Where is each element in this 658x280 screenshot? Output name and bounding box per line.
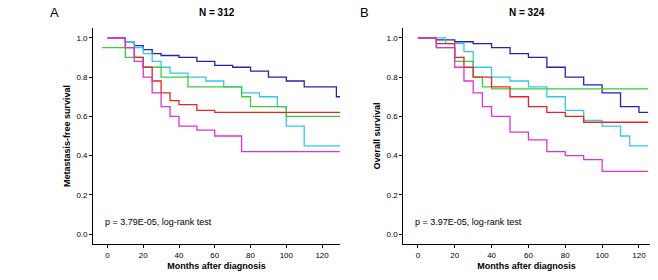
svg-text:A: A: [50, 5, 59, 20]
svg-text:Months after diagnosis: Months after diagnosis: [477, 261, 576, 271]
svg-text:80: 80: [246, 251, 255, 260]
svg-text:0.2: 0.2: [386, 191, 398, 200]
svg-text:20: 20: [139, 251, 148, 260]
svg-text:100: 100: [595, 251, 609, 260]
svg-text:Metastasis-free survival: Metastasis-free survival: [62, 85, 72, 187]
svg-text:40: 40: [487, 251, 496, 260]
svg-text:p = 3.97E-05, log-rank test: p = 3.97E-05, log-rank test: [415, 217, 522, 227]
svg-text:N = 312: N = 312: [199, 7, 235, 18]
svg-text:p = 3.79E-05, log-rank test: p = 3.79E-05, log-rank test: [105, 217, 212, 227]
svg-text:1.0: 1.0: [386, 34, 398, 43]
svg-text:B: B: [360, 5, 369, 20]
svg-text:0.0: 0.0: [386, 230, 398, 239]
svg-text:0.6: 0.6: [386, 112, 398, 121]
svg-text:60: 60: [524, 251, 533, 260]
svg-text:Overall survival: Overall survival: [372, 102, 382, 169]
svg-text:0.4: 0.4: [386, 151, 398, 160]
svg-text:60: 60: [210, 251, 219, 260]
svg-text:N = 324: N = 324: [509, 7, 545, 18]
svg-text:1.0: 1.0: [76, 34, 88, 43]
svg-text:0: 0: [105, 251, 110, 260]
svg-text:120: 120: [632, 251, 646, 260]
svg-text:80: 80: [561, 251, 570, 260]
svg-text:20: 20: [450, 251, 459, 260]
svg-text:0.2: 0.2: [76, 191, 88, 200]
svg-text:0: 0: [416, 251, 421, 260]
svg-text:Months after diagnosis: Months after diagnosis: [167, 261, 266, 271]
svg-text:0.0: 0.0: [76, 230, 88, 239]
svg-text:0.6: 0.6: [76, 112, 88, 121]
svg-text:40: 40: [175, 251, 184, 260]
svg-text:0.8: 0.8: [76, 73, 88, 82]
svg-text:0.4: 0.4: [76, 151, 88, 160]
svg-text:0.8: 0.8: [386, 73, 398, 82]
svg-text:100: 100: [280, 251, 294, 260]
svg-text:120: 120: [315, 251, 329, 260]
